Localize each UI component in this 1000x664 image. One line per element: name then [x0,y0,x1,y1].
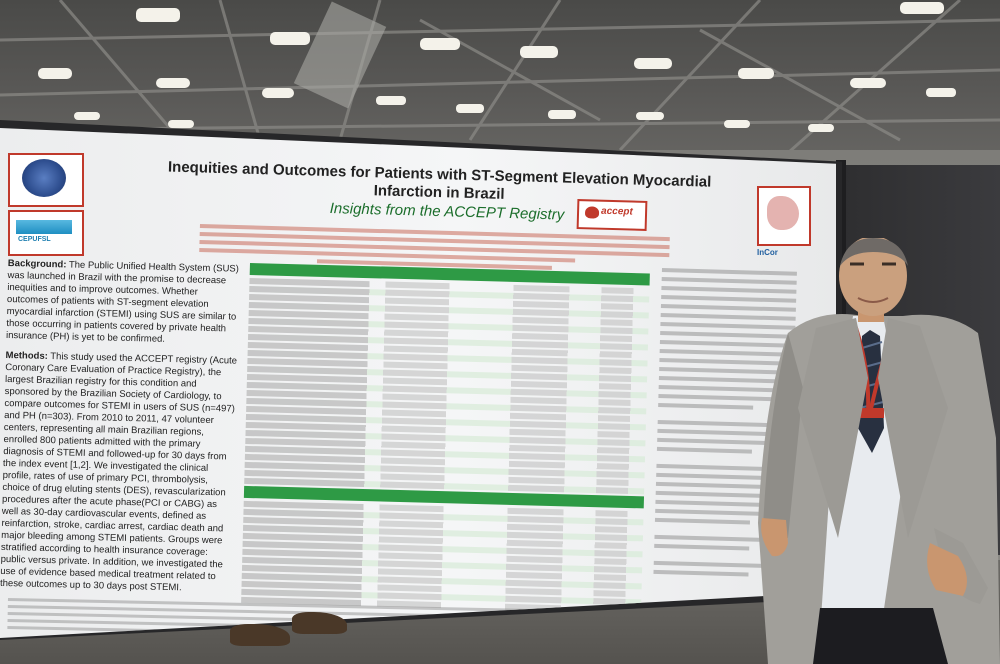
presenter-man [758,238,1000,664]
research-poster: CEPUFSL InCor Inequities and Outcomes fo… [0,128,836,638]
left-text-column: Background: The Public Unified Health Sy… [0,258,241,604]
brazil-map-logo [757,186,811,246]
background-heading: Background: [7,258,67,271]
seal-icon [22,159,66,197]
accept-logo: accept [576,199,648,231]
heart-icon [584,206,600,219]
background-text: The Public Unified Health System (SUS) w… [5,259,240,345]
university-seal-logo [8,153,84,207]
accept-logo-text: accept [600,205,633,218]
results-table [241,263,650,615]
cepufsl-logo: CEPUFSL [8,210,84,256]
cepufsl-logo-text: CEPUFSL [18,236,51,243]
hidden-person-shoes [230,612,350,652]
methods-text: This study used the ACCEPT registry (Acu… [0,351,238,594]
brazil-map-icon [767,196,799,230]
methods-heading: Methods: [5,349,48,363]
wave-icon [16,220,72,234]
incor-logo-text: InCor [757,248,778,257]
